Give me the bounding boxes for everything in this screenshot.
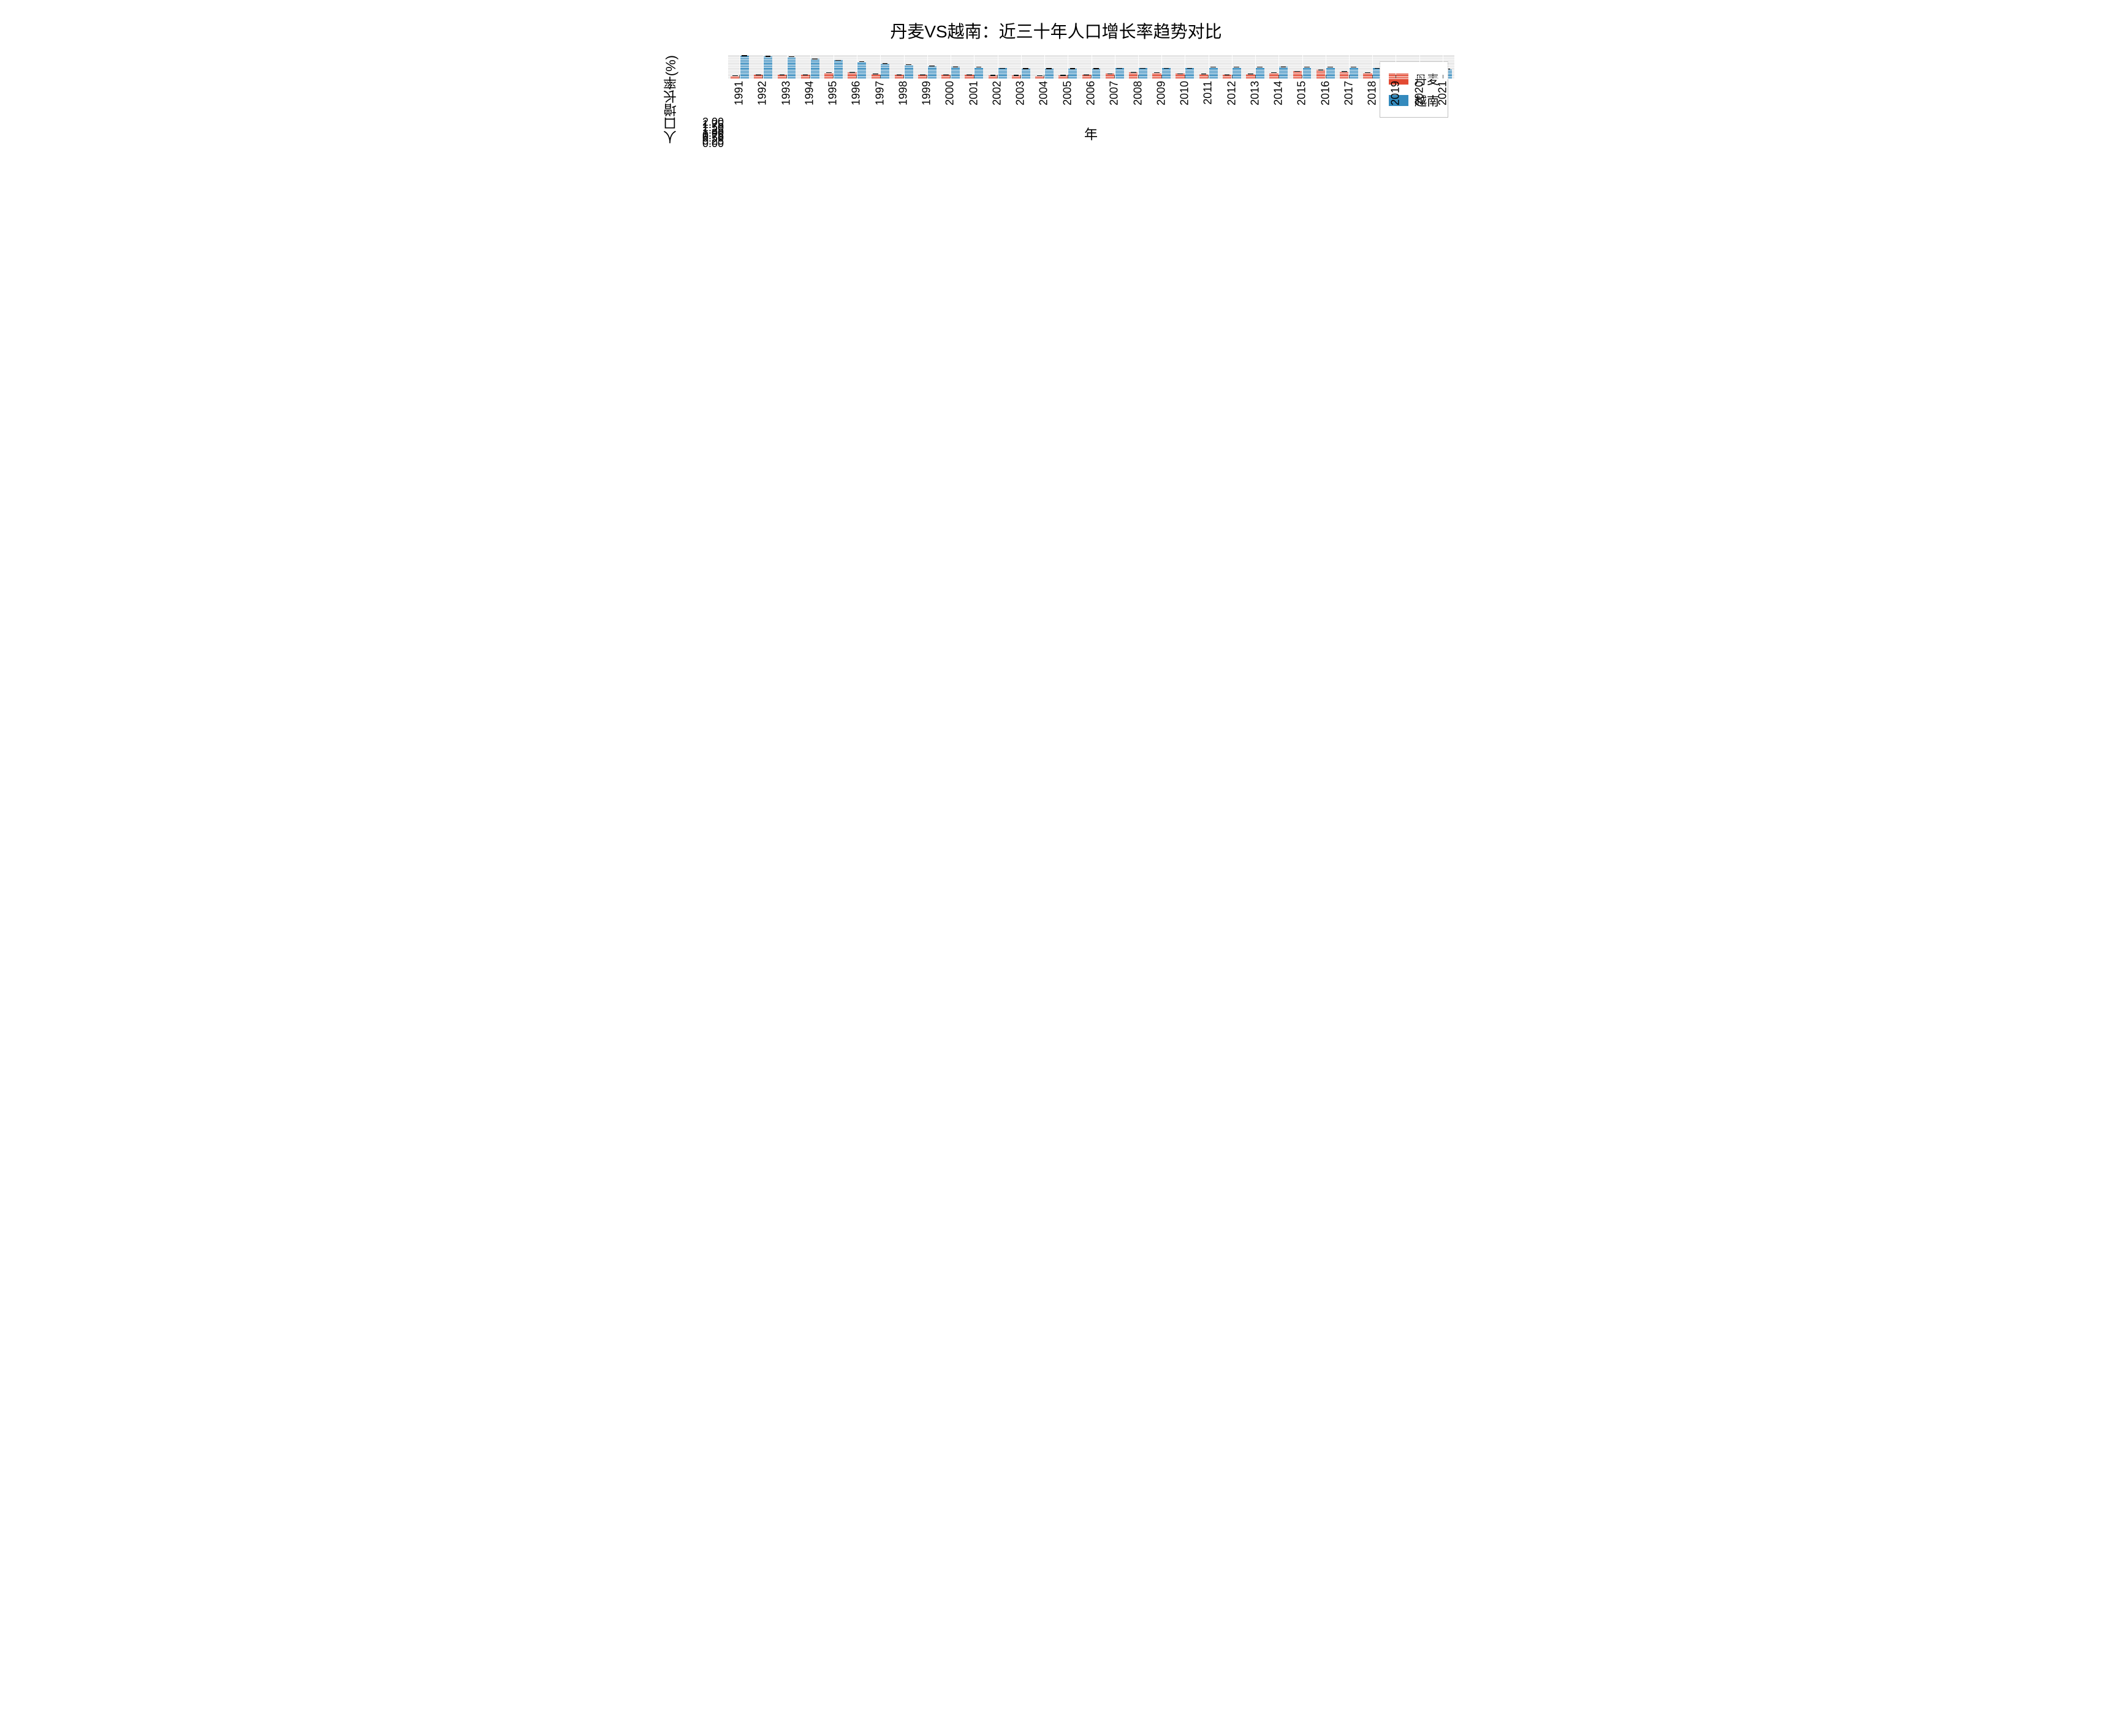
- x-tick-label: 1991: [733, 81, 746, 105]
- gridline-vertical: [810, 55, 811, 78]
- plot-wrap: 人口增长率(%) 0.000.250.500.751.001.251.501.7…: [658, 55, 1454, 143]
- x-tick-label: 2003: [1014, 81, 1027, 105]
- gridline-vertical: [787, 55, 788, 78]
- x-tick-label: 1998: [897, 81, 910, 105]
- x-tick-mark: [1161, 75, 1162, 78]
- x-tick-label: 1996: [850, 81, 863, 105]
- chart-title: 丹麦VS越南：近三十年人口增长率趋势对比: [658, 18, 1454, 43]
- y-axis-ticks: 0.000.250.500.751.001.251.501.752.00: [685, 55, 727, 143]
- x-tick-mark: [903, 75, 904, 78]
- x-tick-label: 2019: [1389, 81, 1402, 105]
- x-tick-mark: [1372, 75, 1373, 78]
- x-tick-label: 2020: [1413, 81, 1426, 105]
- x-tick-mark: [1138, 75, 1139, 78]
- x-tick-label: 2015: [1296, 81, 1309, 105]
- x-tick-mark: [762, 75, 763, 78]
- x-tick-label: 2014: [1272, 81, 1285, 105]
- x-tick-label: 2012: [1225, 81, 1238, 105]
- x-tick-mark: [1232, 75, 1233, 78]
- x-tick-mark: [1091, 75, 1092, 78]
- x-tick-label: 2021: [1436, 81, 1449, 105]
- x-tick-mark: [856, 75, 857, 78]
- gridline-vertical: [763, 55, 764, 78]
- x-tick-mark: [997, 75, 998, 78]
- x-tick-label: 1995: [827, 81, 840, 105]
- x-tick-mark: [950, 75, 951, 78]
- x-tick-mark: [1255, 75, 1256, 78]
- chart-container: 丹麦VS越南：近三十年人口增长率趋势对比 人口增长率(%) 0.000.250.…: [658, 18, 1454, 143]
- x-tick-label: 2001: [967, 81, 980, 105]
- x-tick-label: 1997: [873, 81, 886, 105]
- x-tick-label: 2018: [1366, 81, 1379, 105]
- x-tick-label: 2000: [944, 81, 957, 105]
- x-tick-label: 2005: [1061, 81, 1074, 105]
- x-tick-mark: [1349, 75, 1350, 78]
- x-tick-label: 2007: [1108, 81, 1121, 105]
- x-tick-label: 2017: [1342, 81, 1355, 105]
- x-tick-mark: [1208, 75, 1209, 78]
- x-tick-mark: [833, 75, 834, 78]
- x-tick-label: 2009: [1155, 81, 1168, 105]
- x-tick-label: 2008: [1131, 81, 1144, 105]
- x-tick-label: 2004: [1038, 81, 1050, 105]
- x-tick-mark: [880, 75, 881, 78]
- x-tick-mark: [786, 75, 787, 78]
- x-tick-mark: [1278, 75, 1279, 78]
- x-tick-mark: [1020, 75, 1021, 78]
- x-tick-mark: [1419, 75, 1420, 78]
- x-tick-label: 1993: [780, 81, 792, 105]
- x-axis-ticks: 1991 1992 1993 1994 1995 1996 1997 1998 1999 2000…: [727, 78, 1454, 121]
- x-tick-label: 2002: [990, 81, 1003, 105]
- x-tick-label: 1999: [921, 81, 933, 105]
- y-tick-label: 2.00: [702, 116, 724, 127]
- x-tick-label: 2006: [1085, 81, 1098, 105]
- x-tick-label: 1992: [756, 81, 769, 105]
- x-tick-label: 2010: [1179, 81, 1191, 105]
- x-tick-label: 2016: [1319, 81, 1332, 105]
- x-tick-label: 1994: [803, 81, 816, 105]
- error-cap: [742, 55, 747, 56]
- x-axis-label: 年: [727, 124, 1454, 143]
- x-tick-mark: [1114, 75, 1115, 78]
- x-tick-label: 2013: [1248, 81, 1261, 105]
- x-tick-mark: [739, 75, 740, 78]
- y-axis-label: 人口增长率(%): [658, 55, 685, 143]
- x-tick-label: 2011: [1202, 81, 1215, 105]
